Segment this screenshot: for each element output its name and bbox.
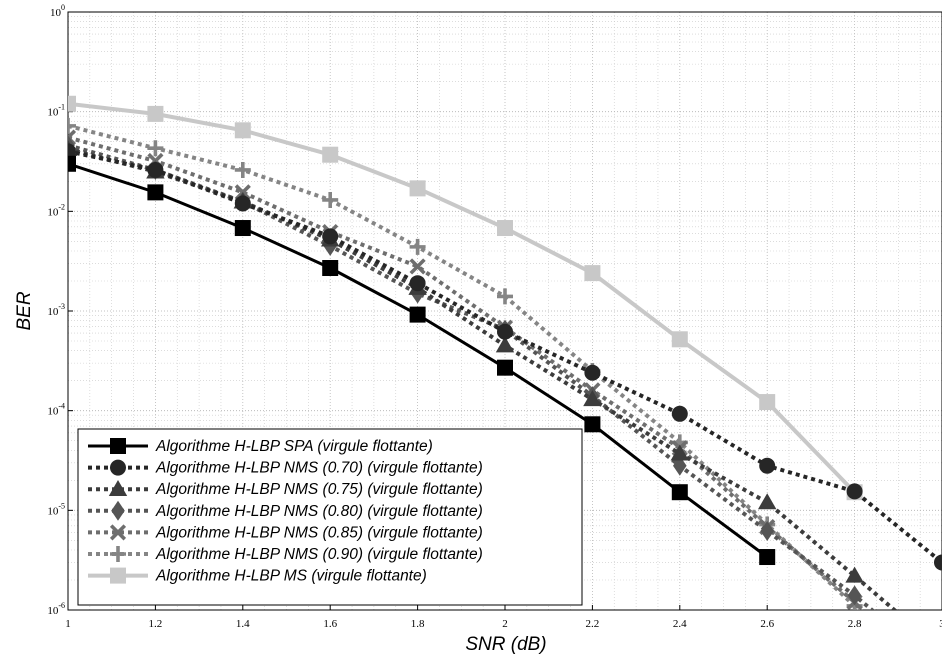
x-tick-label: 2 xyxy=(502,618,508,630)
legend-item: Algorithme H-LBP NMS (0.90) (virgule flo… xyxy=(88,546,483,563)
data-point xyxy=(583,390,602,407)
y-tick-label: 10-4 xyxy=(47,402,65,418)
data-point xyxy=(409,306,426,323)
data-point xyxy=(760,521,774,542)
x-tick-label: 1.4 xyxy=(236,618,250,630)
data-point xyxy=(322,191,339,208)
legend-item: Algorithme H-LBP NMS (0.75) (virgule flo… xyxy=(88,480,483,498)
axes: 1 1.2 1.4 1.6 1.8 2 2.2 2.4 2.6 2.8 3 100 10-1 10-2 10… xyxy=(47,3,942,630)
legend-label: Algorithme H-LBP NMS (0.85) (virgule flo… xyxy=(155,524,483,541)
data-point xyxy=(108,480,128,496)
data-point xyxy=(759,394,776,411)
data-point xyxy=(322,260,339,277)
legend-label: Algorithme H-LBP NMS (0.80) (virgule flo… xyxy=(155,503,483,520)
data-point xyxy=(110,567,126,584)
series-line xyxy=(68,101,857,494)
legend-label: Algorithme H-LBP MS (virgule flottante) xyxy=(155,568,427,585)
data-point xyxy=(110,438,126,454)
series-layer xyxy=(68,95,942,642)
data-point xyxy=(868,624,884,640)
data-point xyxy=(870,625,884,639)
y-tick-label: 10-1 xyxy=(47,103,65,119)
data-point xyxy=(495,336,515,353)
data-point xyxy=(322,146,339,163)
legend-label: Algorithme H-LBP NMS (0.70) (virgule flo… xyxy=(155,460,483,477)
data-point xyxy=(409,180,426,197)
data-point xyxy=(322,228,339,245)
data-point xyxy=(68,143,76,160)
data-point xyxy=(147,105,164,122)
y-tick-label: 10-5 xyxy=(47,501,65,517)
data-point xyxy=(234,161,251,178)
x-tick-label: 2.8 xyxy=(848,618,862,630)
data-point xyxy=(234,220,251,237)
data-point xyxy=(911,623,929,639)
data-point xyxy=(845,566,864,583)
legend-item: Algorithme H-LBP NMS (0.70) (virgule flo… xyxy=(88,459,483,477)
data-point xyxy=(584,265,601,282)
data-point xyxy=(68,95,76,112)
legend-label: Algorithme H-LBP NMS (0.90) (virgule flo… xyxy=(155,546,483,563)
data-point xyxy=(847,585,862,606)
data-point xyxy=(409,275,426,292)
data-point xyxy=(147,161,164,178)
data-point xyxy=(759,457,776,474)
data-point xyxy=(147,140,164,157)
data-point xyxy=(934,554,942,571)
data-point xyxy=(758,493,777,510)
y-tick-label: 10-3 xyxy=(47,302,65,318)
x-tick-label: 1.6 xyxy=(323,618,337,630)
data-point xyxy=(670,444,689,461)
y-tick-label: 10-2 xyxy=(47,202,65,218)
legend-item: Algorithme H-LBP MS (virgule flottante) xyxy=(88,567,427,585)
y-tick-label: 100 xyxy=(50,3,65,19)
data-point xyxy=(234,122,251,139)
data-point xyxy=(147,184,164,201)
x-tick-label: 2.6 xyxy=(760,618,774,630)
data-point xyxy=(671,405,688,422)
legend-item: Algorithme H-LBP NMS (0.85) (virgule flo… xyxy=(88,524,483,541)
data-point xyxy=(68,117,76,134)
y-axis-label: BER xyxy=(14,291,35,330)
legend-label: Algorithme H-LBP NMS (0.75) (virgule flo… xyxy=(155,481,483,498)
y-tick-label: 10-6 xyxy=(47,601,65,617)
data-point xyxy=(109,524,127,541)
data-point xyxy=(409,238,426,255)
x-tick-label: 2.4 xyxy=(673,618,687,630)
x-tick-label: 1 xyxy=(65,618,71,630)
data-point xyxy=(846,483,863,500)
series-2 xyxy=(68,143,942,571)
x-tick-label: 2.2 xyxy=(586,618,600,630)
data-point xyxy=(110,459,126,476)
x-tick-label: 1.8 xyxy=(411,618,425,630)
data-point xyxy=(584,416,601,433)
data-point xyxy=(409,258,426,275)
legend-box xyxy=(77,428,583,606)
x-tick-label: 1.2 xyxy=(149,618,163,630)
data-point xyxy=(497,220,513,237)
data-point xyxy=(671,331,688,348)
data-point xyxy=(759,549,776,566)
series-7 xyxy=(68,95,863,501)
legend-item: Algorithme H-LBP SPA (virgule flottante) xyxy=(88,438,433,455)
data-point xyxy=(673,455,687,476)
data-point xyxy=(497,288,513,305)
data-point xyxy=(892,622,906,642)
data-point xyxy=(584,364,601,381)
legend-item: Algorithme H-LBP NMS (0.80) (virgule flo… xyxy=(88,500,483,521)
x-axis-label: SNR (dB) xyxy=(465,634,546,655)
data-point xyxy=(671,484,688,501)
data-point xyxy=(497,323,513,340)
data-point xyxy=(110,546,126,562)
data-point xyxy=(111,500,125,521)
legend-label: Algorithme H-LBP SPA (virgule flottante) xyxy=(155,438,433,455)
data-point xyxy=(497,359,513,376)
series-1 xyxy=(68,155,776,566)
data-point xyxy=(68,155,76,172)
data-point xyxy=(234,195,251,212)
x-tick-label: 3 xyxy=(939,618,942,630)
legend: Algorithme H-LBP SPA (virgule flottante)… xyxy=(77,428,583,606)
